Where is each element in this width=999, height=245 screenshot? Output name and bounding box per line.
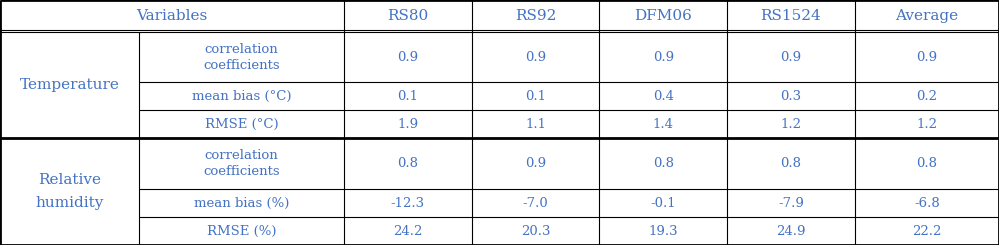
Text: 0.9: 0.9	[398, 50, 419, 63]
Text: 24.9: 24.9	[776, 225, 805, 238]
Text: 0.9: 0.9	[525, 157, 546, 170]
Text: 1.4: 1.4	[652, 118, 673, 131]
Text: mean bias (%): mean bias (%)	[194, 197, 289, 210]
Text: 0.8: 0.8	[916, 157, 937, 170]
Text: 0.1: 0.1	[525, 90, 546, 103]
Text: 1.9: 1.9	[398, 118, 419, 131]
Text: -0.1: -0.1	[650, 197, 676, 210]
Text: correlation
coefficients: correlation coefficients	[203, 42, 280, 72]
Text: 0.8: 0.8	[780, 157, 801, 170]
Text: Temperature: Temperature	[19, 78, 119, 92]
Text: 1.2: 1.2	[916, 118, 937, 131]
Text: 0.9: 0.9	[916, 50, 937, 63]
Text: -7.9: -7.9	[778, 197, 804, 210]
Text: 0.3: 0.3	[780, 90, 801, 103]
Text: 0.9: 0.9	[652, 50, 673, 63]
Text: -12.3: -12.3	[391, 197, 425, 210]
Text: RMSE (%): RMSE (%)	[207, 225, 276, 238]
Text: 19.3: 19.3	[648, 225, 678, 238]
Text: RS1524: RS1524	[760, 9, 821, 23]
Text: 20.3: 20.3	[520, 225, 550, 238]
Text: mean bias (°C): mean bias (°C)	[192, 90, 291, 103]
Text: -7.0: -7.0	[522, 197, 548, 210]
Text: 22.2: 22.2	[912, 225, 941, 238]
Text: RS92: RS92	[514, 9, 556, 23]
Text: RS80: RS80	[388, 9, 429, 23]
Text: 0.9: 0.9	[525, 50, 546, 63]
Text: -6.8: -6.8	[914, 197, 940, 210]
Text: Average: Average	[895, 9, 958, 23]
Text: 0.2: 0.2	[916, 90, 937, 103]
Text: RMSE (°C): RMSE (°C)	[205, 118, 279, 131]
Text: 0.8: 0.8	[398, 157, 419, 170]
Text: 0.9: 0.9	[780, 50, 801, 63]
Text: 0.1: 0.1	[398, 90, 419, 103]
Text: 24.2: 24.2	[394, 225, 423, 238]
Text: 1.2: 1.2	[780, 118, 801, 131]
Text: Relative
humidity: Relative humidity	[35, 173, 104, 210]
Text: Variables: Variables	[137, 9, 208, 23]
Text: 1.1: 1.1	[525, 118, 546, 131]
Text: correlation
coefficients: correlation coefficients	[203, 149, 280, 178]
Text: 0.8: 0.8	[652, 157, 673, 170]
Text: 0.4: 0.4	[652, 90, 673, 103]
Text: DFM06: DFM06	[634, 9, 692, 23]
